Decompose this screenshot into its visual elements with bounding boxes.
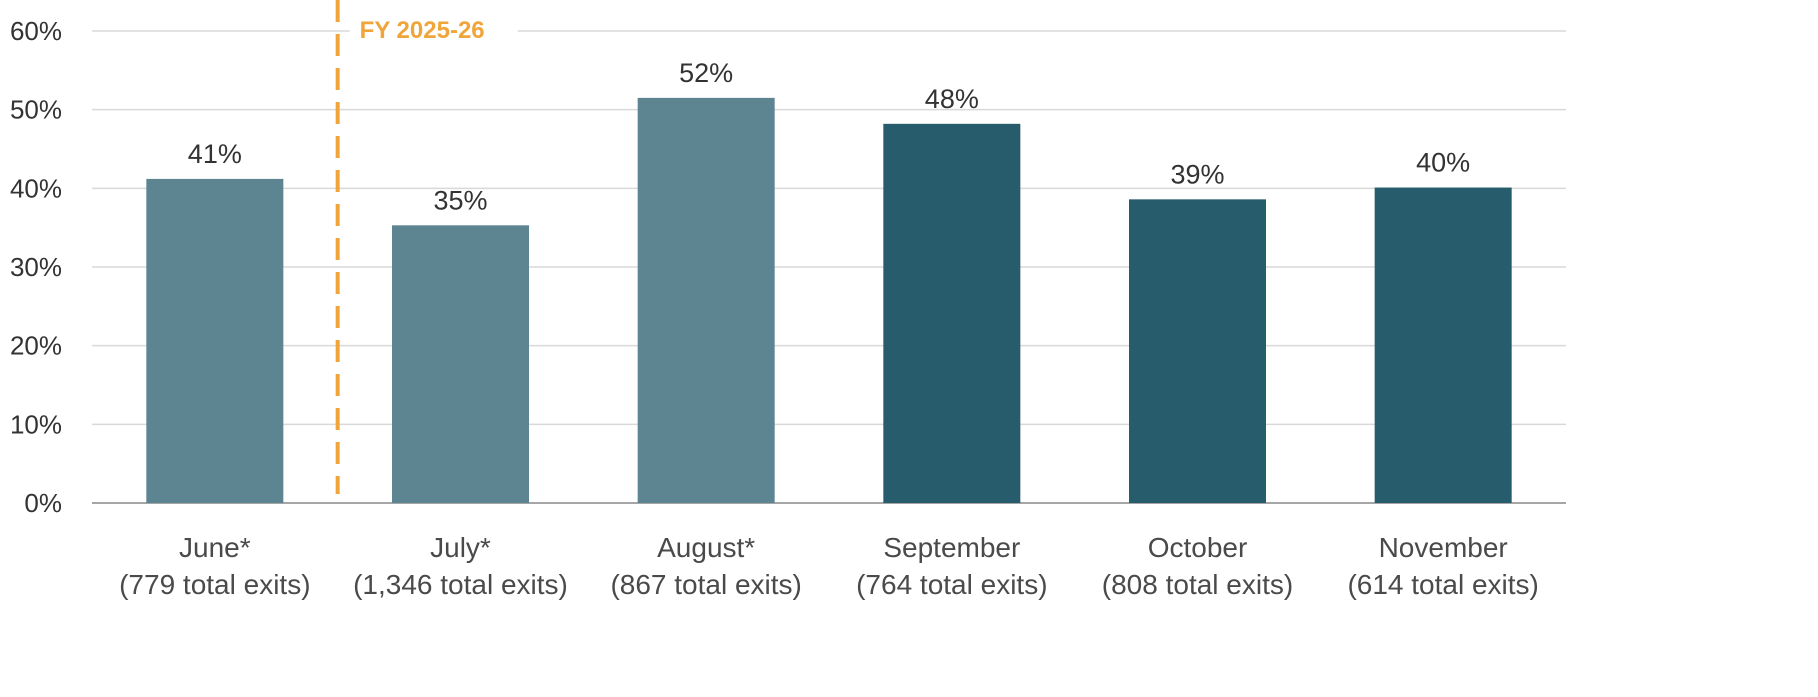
x-tick-sublabel: (764 total exits) bbox=[856, 569, 1047, 600]
x-axis-labels: June* (779 total exits) July* (1,346 total … bbox=[119, 532, 1539, 600]
y-tick-label: 40% bbox=[10, 173, 62, 203]
bar-august bbox=[637, 97, 775, 503]
x-tick-sublabel: (808 total exits) bbox=[1102, 569, 1293, 600]
x-tick-label: August* bbox=[657, 532, 755, 563]
x-tick-sublabel: (1,346 total exits) bbox=[353, 569, 568, 600]
fy-label-background bbox=[349, 10, 518, 48]
fiscal-year-annotation: FY 2025-26 bbox=[335, 0, 518, 494]
bars bbox=[146, 97, 1512, 504]
x-tick-label: November bbox=[1379, 532, 1508, 563]
y-tick-label: 20% bbox=[10, 331, 62, 361]
bar-september bbox=[883, 123, 1021, 504]
bar-july bbox=[392, 225, 529, 503]
bar-june bbox=[146, 178, 284, 504]
y-tick-label: 0% bbox=[24, 488, 62, 518]
data-label: 41% bbox=[188, 139, 242, 169]
x-tick-sublabel: (614 total exits) bbox=[1347, 569, 1538, 600]
x-tick-label: September bbox=[883, 532, 1020, 563]
y-axis-ticks: 0% 10% 20% 30% 40% 50% 60% bbox=[10, 16, 62, 518]
data-label: 48% bbox=[925, 84, 979, 114]
gridlines bbox=[92, 30, 1566, 504]
data-label: 40% bbox=[1416, 148, 1470, 178]
x-tick-label: July* bbox=[430, 532, 491, 563]
data-label: 52% bbox=[679, 58, 733, 88]
bar-november bbox=[1374, 187, 1512, 503]
data-label: 39% bbox=[1170, 159, 1224, 189]
data-labels: 41% 35% 52% 48% 39% 40% bbox=[188, 58, 1470, 215]
bar-october bbox=[1129, 199, 1266, 503]
y-tick-label: 10% bbox=[10, 409, 62, 439]
x-tick-label: June* bbox=[179, 532, 251, 563]
y-tick-label: 30% bbox=[10, 252, 62, 282]
x-tick-sublabel: (779 total exits) bbox=[119, 569, 310, 600]
data-label: 35% bbox=[433, 185, 487, 215]
y-tick-label: 60% bbox=[10, 16, 62, 46]
x-tick-sublabel: (867 total exits) bbox=[610, 569, 801, 600]
fy-label: FY 2025-26 bbox=[360, 17, 485, 44]
x-tick-label: October bbox=[1148, 532, 1248, 563]
y-tick-label: 50% bbox=[10, 95, 62, 125]
